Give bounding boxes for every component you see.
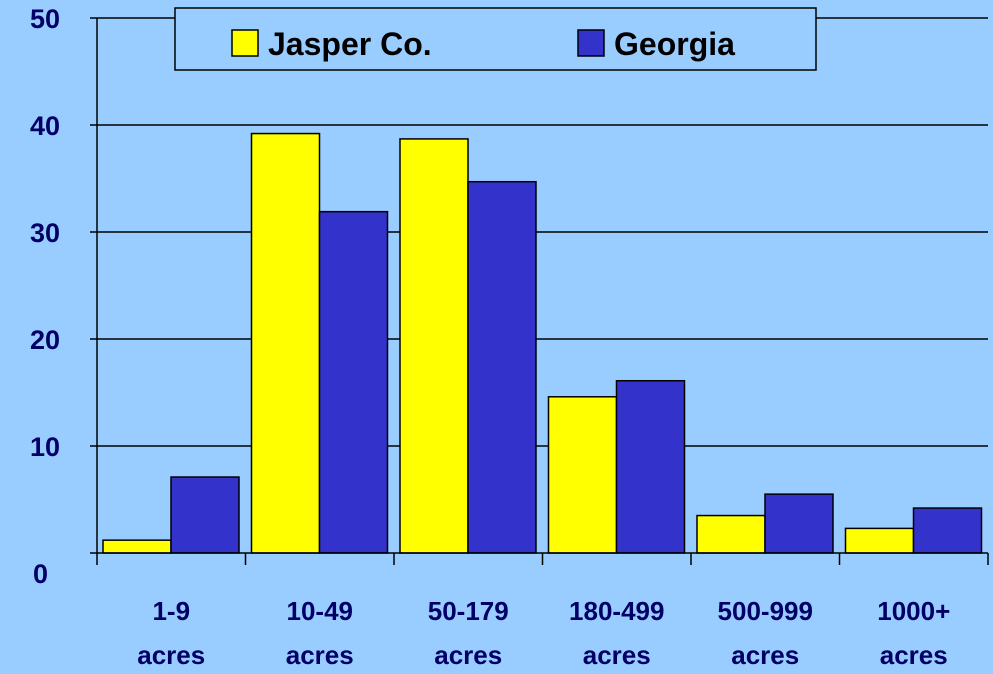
x-category-label-4-line-0: 500-999 (718, 596, 813, 626)
x-category-label-0-line-1: acres (137, 640, 205, 669)
bar-jasper-co--2 (399, 138, 469, 554)
x-category-label-5-line-1: acres (880, 640, 948, 669)
bars (102, 132, 983, 554)
bar-jasper-co--3 (547, 396, 618, 554)
legend: Jasper Co. Georgia (174, 7, 817, 71)
y-tick-label-40: 40 (30, 111, 60, 141)
x-category-label-5-line-0: 1000+ (877, 596, 950, 626)
bar-georgia-0 (170, 476, 240, 554)
gridlines (97, 17, 988, 447)
bar-jasper-co--4 (696, 514, 766, 554)
x-category-label-1-line-0: 10-49 (287, 596, 354, 626)
x-category-label-3-line-0: 180-499 (569, 596, 664, 626)
y-tick-label-50: 50 (30, 4, 60, 34)
bar-georgia-1 (318, 210, 389, 554)
bar-jasper-co--1 (250, 132, 321, 554)
x-category-label-3-line-1: acres (583, 640, 651, 669)
legend-box (174, 7, 817, 71)
legend-label-1: Georgia (614, 26, 735, 62)
x-category-label-1-line-1: acres (286, 640, 354, 669)
axes: 0 10 20 30 40 50 1-9 acres 10-49 acres 50-179 acres… (30, 4, 989, 670)
legend-label-0: Jasper Co. (268, 26, 432, 62)
bar-georgia-5 (912, 507, 983, 554)
y-tick-label-20: 20 (30, 325, 60, 355)
bar-georgia-2 (467, 180, 537, 554)
bar-jasper-co--0 (102, 539, 172, 554)
bar-georgia-4 (764, 493, 834, 554)
legend-swatch-0 (231, 29, 259, 57)
y-tick-label-10: 10 (30, 432, 60, 462)
bar-jasper-co--5 (844, 527, 915, 554)
bar-georgia-3 (615, 379, 686, 554)
y-tick-label-0: 0 (33, 559, 48, 589)
x-category-label-4-line-1: acres (731, 640, 799, 669)
x-category-label-0-line-0: 1-9 (152, 596, 190, 626)
y-tick-label-30: 30 (30, 218, 60, 248)
x-category-label-2-line-1: acres (434, 640, 502, 669)
legend-swatch-1 (577, 29, 605, 57)
x-category-label-2-line-0: 50-179 (428, 596, 509, 626)
